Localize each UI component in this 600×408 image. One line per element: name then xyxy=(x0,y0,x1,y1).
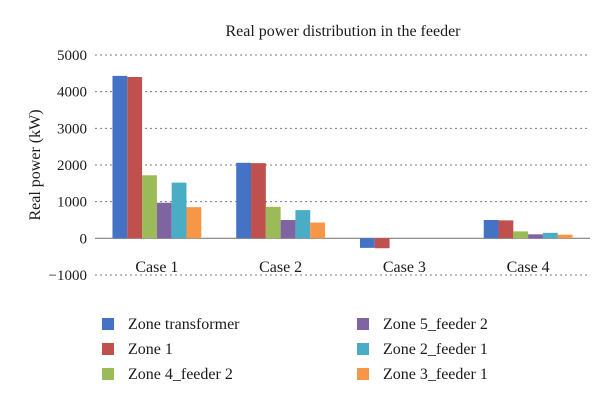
legend-label: Zone 4_feeder 2 xyxy=(128,366,233,383)
bar xyxy=(236,163,251,239)
legend-label: Zone 1 xyxy=(128,341,173,358)
bar xyxy=(484,220,499,238)
bar xyxy=(157,203,172,239)
bars xyxy=(112,76,572,248)
bar xyxy=(360,238,375,248)
legend-swatch xyxy=(102,368,114,380)
legend: Zone transformer Zone 1 Zone 4_feeder 2 Zon… xyxy=(102,316,488,383)
y-tick-label: 4000 xyxy=(57,85,87,101)
legend-swatch xyxy=(357,343,369,355)
y-tick-label: 5000 xyxy=(57,48,87,64)
y-tick-label: 0 xyxy=(80,231,88,247)
bar xyxy=(375,238,390,248)
x-tick-label: Case 4 xyxy=(507,259,550,276)
gridlines xyxy=(95,55,590,275)
legend-swatch xyxy=(102,343,114,355)
bar xyxy=(266,207,281,239)
bar xyxy=(558,235,573,239)
legend-swatch xyxy=(357,368,369,380)
legend-label: Zone 2_feeder 1 xyxy=(383,341,488,358)
bar xyxy=(513,231,528,238)
y-tick-label: −1000 xyxy=(49,268,87,284)
bar xyxy=(112,76,127,238)
bar xyxy=(281,220,296,238)
y-tick-label: 3000 xyxy=(57,121,87,137)
bar xyxy=(499,220,514,238)
x-tick-label: Case 3 xyxy=(383,259,426,276)
legend-label: Zone transformer xyxy=(128,316,240,333)
bar xyxy=(528,234,543,238)
legend-swatch xyxy=(102,318,114,330)
bar-chart: Real power distribution in the feeder Re… xyxy=(0,0,600,408)
chart-title: Real power distribution in the feeder xyxy=(225,23,461,40)
bar xyxy=(251,163,266,238)
y-tick-label: 1000 xyxy=(57,195,87,211)
x-tick-label: Case 1 xyxy=(135,259,178,276)
x-tick-label: Case 2 xyxy=(259,259,302,276)
bar xyxy=(186,207,201,238)
y-tick-label: 2000 xyxy=(57,158,87,174)
y-axis-label: Real power (kW) xyxy=(27,109,44,220)
bar xyxy=(142,175,157,238)
bar xyxy=(172,183,187,239)
bar xyxy=(310,223,325,239)
bar xyxy=(295,210,310,238)
bar xyxy=(127,77,142,238)
legend-swatch xyxy=(357,318,369,330)
legend-label: Zone 5_feeder 2 xyxy=(383,316,488,333)
y-tick-labels: −1000 0 1000 2000 3000 4000 5000 xyxy=(49,48,87,284)
x-tick-labels: Case 1 Case 2 Case 3 Case 4 xyxy=(135,259,549,276)
legend-label: Zone 3_feeder 1 xyxy=(383,366,488,383)
bar xyxy=(543,233,558,239)
